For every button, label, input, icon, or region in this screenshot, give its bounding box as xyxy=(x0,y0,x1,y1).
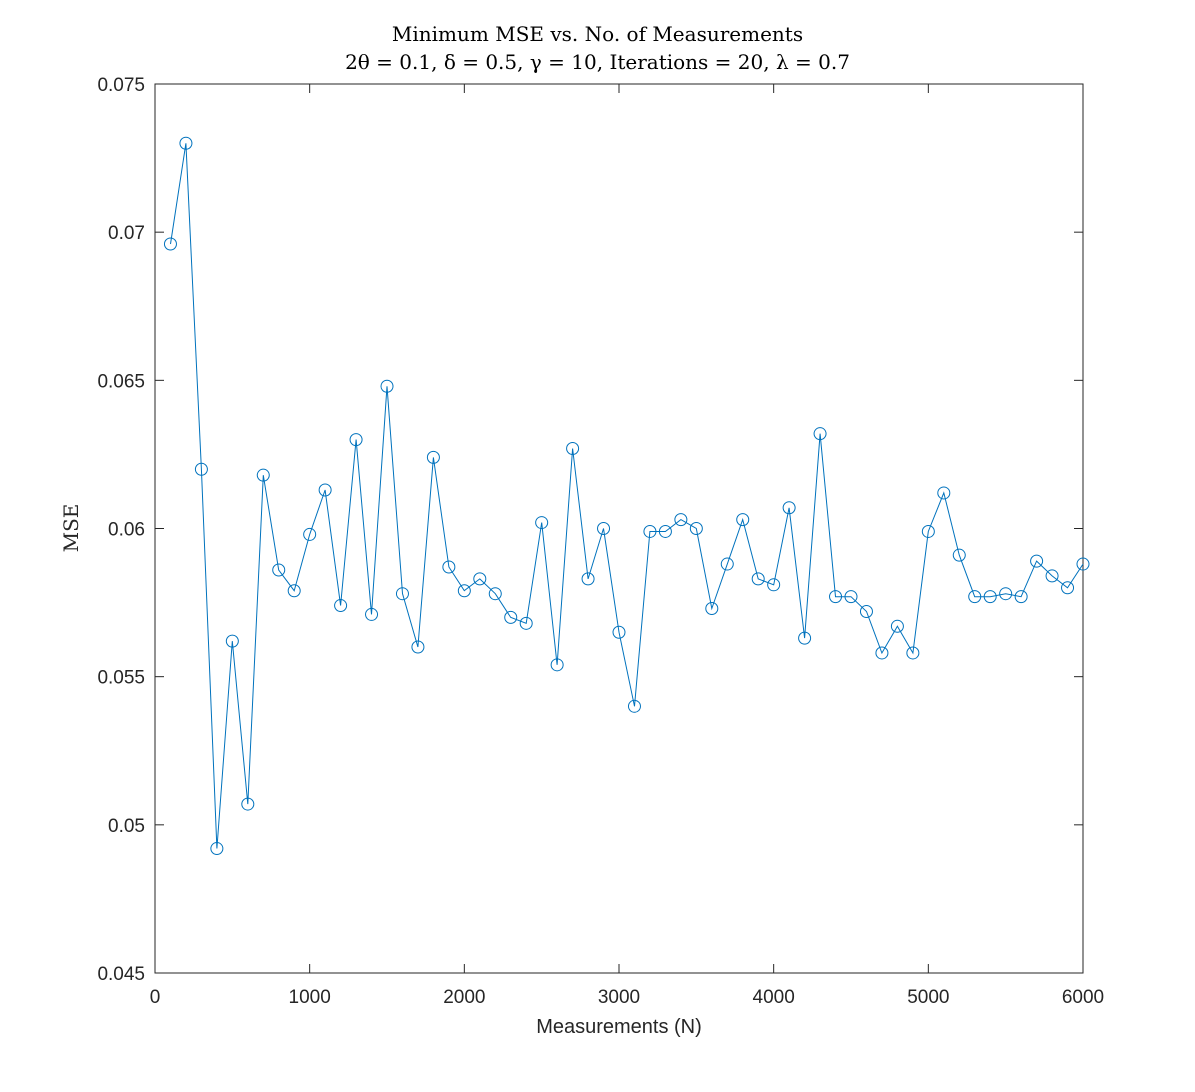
data-point xyxy=(1030,554,1044,568)
data-point xyxy=(999,587,1013,601)
data-point xyxy=(550,658,564,672)
data-point xyxy=(597,522,611,535)
x-tick-label: 2000 xyxy=(443,987,485,1008)
y-tick-label: 0.045 xyxy=(97,964,145,985)
data-point xyxy=(674,513,688,527)
data-point xyxy=(705,602,719,616)
y-tick-label: 0.065 xyxy=(97,371,145,392)
data-point xyxy=(751,572,765,586)
data-point xyxy=(194,462,208,476)
data-point xyxy=(163,237,177,251)
data-point xyxy=(210,842,224,856)
data-point xyxy=(457,584,471,598)
data-point xyxy=(318,483,332,497)
data-point xyxy=(272,563,286,577)
data-point xyxy=(581,572,595,586)
data-point xyxy=(1076,557,1090,571)
y-axis-label: MSE xyxy=(59,504,83,553)
data-point xyxy=(612,625,626,639)
y-tick-label: 0.06 xyxy=(108,520,145,541)
data-point xyxy=(968,590,982,604)
data-point xyxy=(952,548,966,562)
data-point xyxy=(473,572,487,586)
chart-subtitle: 2θ = 0.1, δ = 0.5, γ = 10, Iterations = … xyxy=(345,50,850,74)
data-point xyxy=(442,560,456,574)
data-point xyxy=(365,607,379,621)
data-point xyxy=(720,557,734,571)
data-point xyxy=(426,450,440,464)
y-tick-label: 0.055 xyxy=(97,668,145,689)
data-point xyxy=(411,640,425,654)
data-point xyxy=(937,486,951,500)
data-point xyxy=(658,524,672,538)
data-point xyxy=(287,584,301,598)
data-point xyxy=(736,513,750,527)
x-tick-label: 0 xyxy=(150,987,161,1008)
data-point xyxy=(921,524,935,538)
data-point xyxy=(859,604,873,618)
data-point xyxy=(225,634,239,648)
data-point xyxy=(875,646,889,660)
data-point xyxy=(627,699,641,713)
data-point xyxy=(782,501,796,515)
data-point xyxy=(349,433,363,447)
data-point xyxy=(566,441,580,455)
data-point xyxy=(303,527,317,541)
data-point xyxy=(829,590,843,604)
data-point xyxy=(1014,590,1028,604)
data-point xyxy=(395,587,409,601)
y-tick-label: 0.07 xyxy=(108,223,145,244)
data-point xyxy=(890,619,904,633)
data-point xyxy=(983,590,997,604)
x-tick-label: 1000 xyxy=(289,987,331,1008)
series xyxy=(163,136,1090,856)
chart-title: Minimum MSE vs. No. of Measurements xyxy=(391,22,804,46)
data-point xyxy=(504,610,518,624)
data-point xyxy=(1045,569,1059,583)
data-point xyxy=(906,646,920,660)
x-tick-label: 4000 xyxy=(753,987,795,1008)
x-tick-label: 3000 xyxy=(598,987,640,1008)
y-tick-label: 0.05 xyxy=(108,816,145,837)
data-point xyxy=(241,797,255,811)
plot-area xyxy=(154,83,1084,974)
data-point xyxy=(798,631,812,645)
data-point xyxy=(334,599,348,613)
data-point xyxy=(767,578,781,592)
y-tick-label: 0.075 xyxy=(97,75,145,96)
data-point xyxy=(256,468,270,482)
data-point xyxy=(380,379,394,393)
ticks: 0 1000 2000 3000 4000 5000 6000 0.045 0.05 0.055 0… xyxy=(97,75,1104,1008)
series-line xyxy=(170,143,1084,849)
x-tick-label: 5000 xyxy=(907,987,949,1008)
x-axis-label: Measurements (N) xyxy=(536,1016,702,1038)
data-point xyxy=(1061,581,1075,595)
data-point xyxy=(535,516,549,530)
data-point xyxy=(643,524,657,538)
data-point xyxy=(488,587,502,601)
x-tick-label: 6000 xyxy=(1062,987,1104,1008)
data-point xyxy=(519,616,533,630)
data-point xyxy=(844,590,858,604)
data-point xyxy=(813,427,827,441)
data-point xyxy=(689,522,703,535)
data-point xyxy=(179,136,193,150)
